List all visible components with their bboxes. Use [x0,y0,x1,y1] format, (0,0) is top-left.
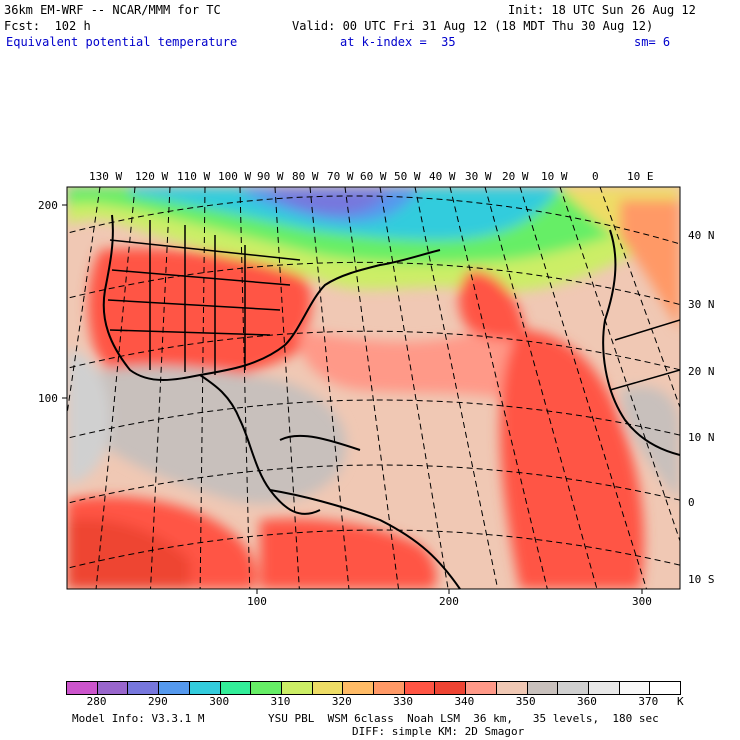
colorbar-swatch [495,682,527,694]
colorbar-swatch [403,682,435,694]
colorbar-swatch [618,682,650,694]
field-name: Equivalent potential temperature [6,35,238,49]
model-title: 36km EM-WRF -- NCAR/MMM for TC [4,3,221,17]
lon-label: 90 W [257,170,284,183]
lon-label: 110 W [177,170,211,183]
smoothing: sm= 6 [634,35,671,49]
political-borders [107,220,680,391]
colorbar-swatch [158,682,189,694]
colorbar-tick-label: 370 [638,695,659,708]
colorbar-swatch [587,682,619,694]
model-info: Model Info: V3.3.1 M [72,712,205,725]
lon-label: 20 W [502,170,529,183]
lon-label: 120 W [135,170,169,183]
map-frame [66,186,681,590]
lon-label: 80 W [292,170,319,183]
lon-label: 100 W [218,170,252,183]
colorbar-swatch [526,682,558,694]
colorbar-tick-label: 320 [331,695,352,708]
valid-time: Valid: 00 UTC Fri 31 Aug 12 (18 MDT Thu … [292,19,654,33]
colorbar-swatch [250,682,281,694]
colorbar-swatch [67,682,97,694]
colorbar-swatch [96,682,128,694]
colorbar-swatch [280,682,312,694]
lon-label: 30 W [465,170,492,183]
colorbar-tick-label: 350 [515,695,536,708]
colorbar-swatch [434,682,466,694]
physics-line-2: DIFF: simple KM: 2D Smagor [352,725,525,738]
colorbar-tick-label: 340 [454,695,475,708]
colorbar [66,681,681,695]
colorbar-tick-label: 360 [577,695,597,708]
lon-label: 70 W [327,170,354,183]
lon-label: 40 W [429,170,456,183]
colorbar-tick-label: 290 [147,695,168,708]
field-shading [67,187,680,589]
colorbar-swatch [188,682,220,694]
lon-label: 60 W [360,170,387,183]
coastlines [102,214,680,589]
lat-label: 20 N [688,365,715,378]
grid-y-label: 200 [38,199,58,212]
colorbar-swatch [311,682,343,694]
graticule [67,187,680,589]
lat-label: 0 [688,496,695,509]
colorbar-swatch [373,682,404,694]
lon-label: 0 [592,170,599,183]
grid-x-label: 300 [632,595,652,608]
forecast-hour: Fcst: 102 h [4,19,91,33]
colorbar-tick-label: 330 [393,695,414,708]
grid-y-label: 100 [38,392,58,405]
colorbar-swatch [127,682,159,694]
physics-line-1: YSU PBL WSM 6class Noah LSM 36 km, 35 le… [268,712,659,725]
colorbar-tick-label: 310 [270,695,291,708]
colorbar-swatch [557,682,588,694]
init-time: Init: 18 UTC Sun 26 Aug 12 [508,3,696,17]
colorbar-swatch [649,682,681,694]
colorbar-swatch [219,682,251,694]
colorbar-swatch [465,682,496,694]
lat-label: 30 N [688,298,715,311]
grid-x-label: 200 [439,595,459,608]
lon-label: 10 E [627,170,654,183]
colorbar-unit: K [677,695,684,708]
lon-label: 10 W [541,170,568,183]
lat-label: 10 S [688,573,715,586]
colorbar-tick-label: 300 [209,695,230,708]
lon-label: 50 W [394,170,421,183]
lat-label: 10 N [688,431,715,444]
lon-label: 130 W [89,170,123,183]
level-index: at k-index = 35 [340,35,456,49]
colorbar-tick-label: 280 [86,695,107,708]
grid-x-label: 100 [247,595,267,608]
colorbar-swatch [342,682,374,694]
frame-ticks [62,204,643,594]
lat-label: 40 N [688,229,715,242]
